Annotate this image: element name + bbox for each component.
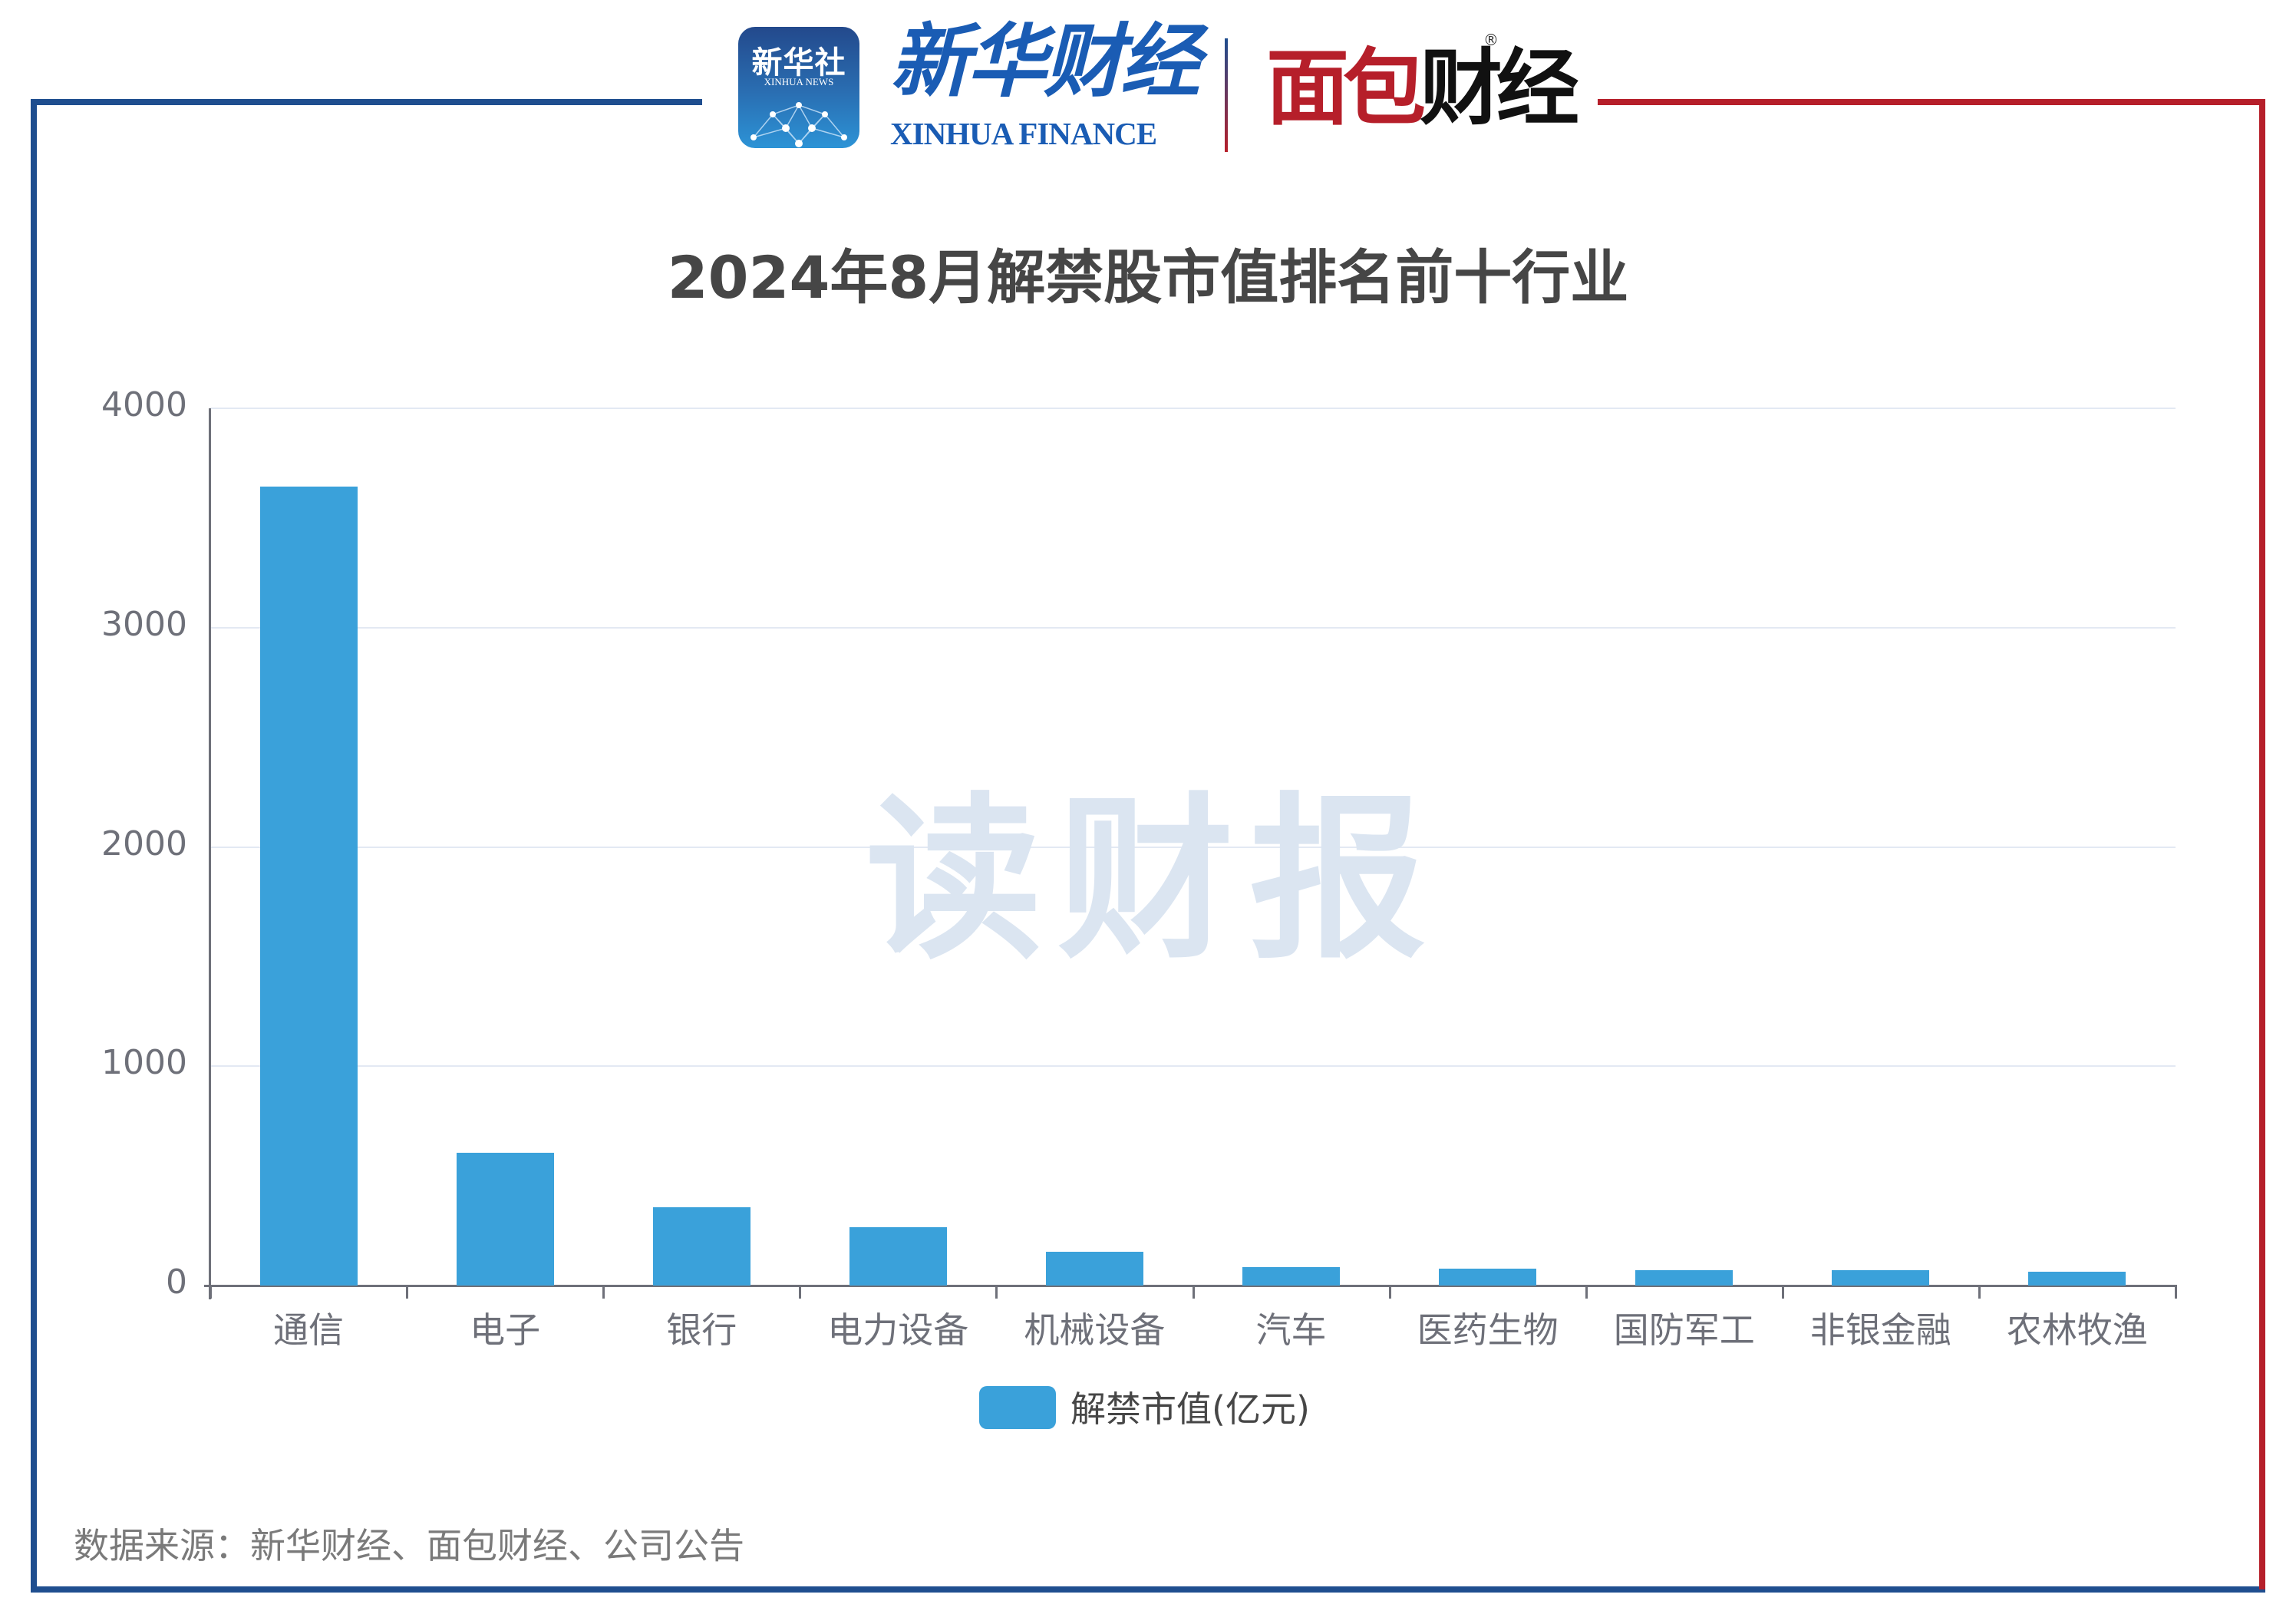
logo-divider	[1225, 38, 1228, 152]
chart-title: 2024年8月解禁股市值排名前十行业	[667, 243, 1629, 312]
data-source-note: 数据来源：新华财经、面包财经、公司公告	[74, 1525, 744, 1566]
frame-bottom-border	[31, 1586, 2265, 1593]
x-axis-category-label: 机械设备	[1024, 1309, 1166, 1351]
legend-swatch[interactable]	[979, 1386, 1056, 1429]
y-axis-tick-label: 1000	[101, 1043, 187, 1083]
x-axis-category-label: 电力设备	[827, 1309, 969, 1351]
gridline	[210, 626, 2176, 629]
x-axis-line	[204, 1285, 2177, 1287]
x-axis-tick	[1978, 1286, 1981, 1299]
x-axis-category-label: 通信	[273, 1309, 344, 1351]
gridline	[210, 1065, 2176, 1068]
bar-7[interactable]	[1439, 1268, 1537, 1286]
y-axis-tick-label: 0	[166, 1263, 187, 1302]
bar-3[interactable]	[652, 1206, 750, 1286]
x-axis-tick	[602, 1286, 605, 1299]
x-axis-tick	[1781, 1286, 1784, 1299]
bar-5[interactable]	[1045, 1251, 1143, 1286]
bar-6[interactable]	[1242, 1266, 1341, 1286]
bar-1[interactable]	[259, 487, 358, 1286]
network-globe-icon	[750, 102, 847, 147]
y-axis-tick-label: 4000	[101, 385, 187, 424]
frame-right-border	[2259, 99, 2265, 1589]
x-axis-tick	[2175, 1286, 2177, 1299]
legend-label[interactable]: 解禁市值(亿元)	[1070, 1388, 1310, 1430]
x-axis-tick	[1585, 1286, 1588, 1299]
x-axis-category-label: 电子	[470, 1309, 541, 1351]
x-axis-category-label: 非银金融	[1809, 1309, 1951, 1351]
x-axis-tick	[406, 1286, 409, 1299]
x-axis-tick	[1388, 1286, 1391, 1299]
y-axis-line	[209, 408, 211, 1299]
gridline	[210, 408, 2176, 409]
watermark: 读财报	[866, 778, 1442, 983]
mianbao-finance-logo: 面包财经	[1266, 41, 1579, 137]
xinhua-news-logo-cn: 新华社	[751, 45, 846, 81]
bar-10[interactable]	[2028, 1272, 2126, 1286]
bar-4[interactable]	[849, 1226, 947, 1286]
xinhua-finance-logo-en: XINHUA FINANCE	[890, 116, 1157, 151]
xinhua-news-logo-en: XINHUA NEWS	[764, 76, 834, 87]
x-axis-tick	[995, 1286, 998, 1299]
y-axis-tick-label: 3000	[101, 604, 187, 644]
x-axis-category-label: 医药生物	[1417, 1309, 1559, 1351]
mianbao-logo-red-part: 面包	[1266, 41, 1426, 137]
registered-mark-icon: ®	[1483, 31, 1499, 49]
bar-9[interactable]	[1832, 1269, 1930, 1286]
frame-top-left-line	[31, 99, 702, 105]
bar-8[interactable]	[1635, 1269, 1734, 1286]
x-axis-category-label: 国防军工	[1613, 1309, 1755, 1351]
x-axis-tick	[209, 1286, 212, 1299]
y-axis-tick-label: 2000	[101, 824, 187, 863]
frame-left-border	[31, 99, 37, 1593]
x-axis-category-label: 农林牧渔	[2006, 1309, 2148, 1351]
mianbao-logo-black-part: 财经	[1420, 41, 1579, 137]
x-axis-category-label: 银行	[666, 1309, 737, 1351]
frame-top-right-line	[1598, 99, 2265, 105]
x-axis-category-label: 汽车	[1255, 1309, 1327, 1351]
x-axis-tick	[799, 1286, 802, 1299]
x-axis-tick	[1192, 1286, 1195, 1299]
xinhua-news-logo-icon: 新华社 XINHUA NEWS	[738, 27, 859, 148]
xinhua-finance-logo-cn: 新华财经	[890, 14, 1200, 108]
bar-2[interactable]	[456, 1153, 554, 1286]
gridline	[210, 846, 2176, 848]
